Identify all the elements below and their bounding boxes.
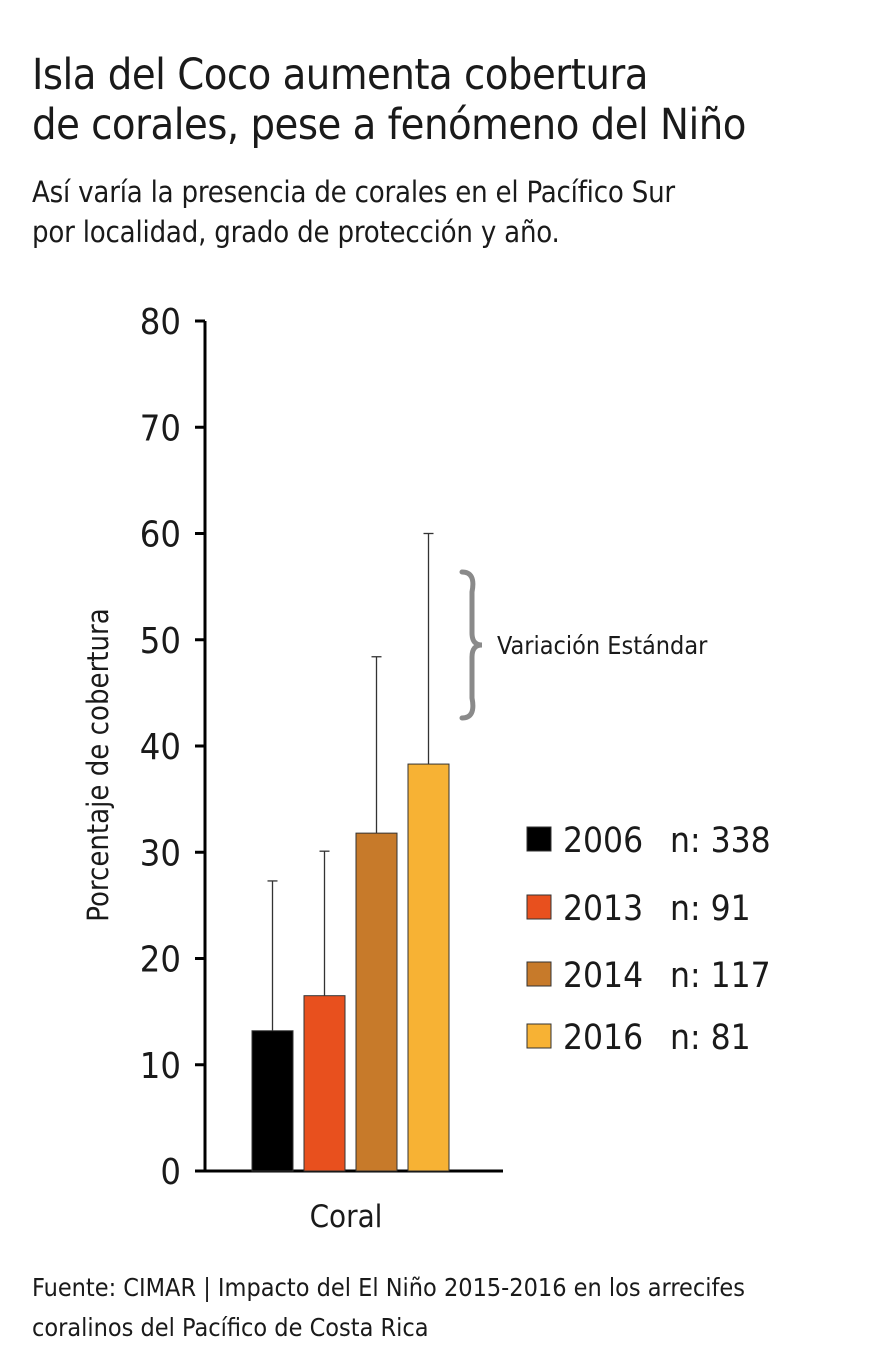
legend: 2006 n: 338 2013 n: 91 2014 n: 117 2016 n: 81 — [526, 821, 771, 1058]
legend-n-2014: n: 117 — [670, 956, 771, 996]
y-axis-label: Porcentaje de cobertura — [81, 608, 115, 922]
y-tick-label: 80 — [140, 302, 181, 343]
subtitle-line-1: Así varía la presencia de corales en el … — [32, 175, 675, 209]
legend-year-2016: 2016 — [563, 1018, 643, 1058]
bar-chart: 0 10 20 30 40 50 60 70 80 2006 n: 338 2013 n: 91 201… — [81, 302, 771, 1235]
title-line-2: de corales, pese a fenómeno del Niño — [32, 100, 746, 150]
std-annotation: Variación Estándar — [459, 569, 708, 721]
category-label: Coral — [310, 1199, 383, 1235]
y-tick-label: 50 — [140, 621, 181, 662]
bar-2016 — [407, 763, 450, 1172]
chart-title: Isla del Coco aumenta cobertura de coral… — [32, 50, 872, 150]
annotation-label: Variación Estándar — [497, 631, 708, 660]
source-line-1: Fuente: CIMAR | Impacto del El Niño 2015… — [32, 1273, 745, 1302]
y-tick-label: 60 — [140, 515, 181, 556]
legend-swatch-2014 — [526, 961, 552, 987]
bar-2013 — [303, 995, 346, 1172]
bar-2006 — [251, 1030, 294, 1172]
y-tick-label: 0 — [160, 1152, 181, 1193]
bar-2014 — [355, 832, 398, 1172]
title-line-1: Isla del Coco aumenta cobertura — [32, 50, 648, 100]
legend-swatch-2013 — [526, 894, 552, 920]
bars — [251, 763, 450, 1172]
legend-year-2014: 2014 — [563, 956, 643, 996]
y-tick-label: 30 — [140, 833, 181, 874]
subtitle-line-2: por localidad, grado de protección y año… — [32, 215, 560, 249]
y-tick-label: 10 — [140, 1046, 181, 1087]
legend-swatch-2006 — [526, 826, 552, 852]
y-tick-label: 20 — [140, 940, 181, 981]
y-ticks: 0 10 20 30 40 50 60 70 80 — [140, 302, 205, 1193]
legend-n-2016: n: 81 — [670, 1018, 751, 1058]
legend-n-2013: n: 91 — [670, 889, 751, 929]
y-tick-label: 40 — [140, 727, 181, 768]
source-note: Fuente: CIMAR | Impacto del El Niño 2015… — [32, 1268, 872, 1348]
source-line-2: coralinos del Pacífico de Costa Rica — [32, 1313, 429, 1342]
legend-n-2006: n: 338 — [670, 821, 771, 861]
axes — [203, 321, 503, 1173]
chart-subtitle: Así varía la presencia de corales en el … — [32, 172, 872, 252]
brace-icon — [459, 569, 483, 721]
y-tick-label: 70 — [140, 408, 181, 449]
error-bars — [267, 532, 434, 1031]
legend-swatch-2016 — [526, 1023, 552, 1049]
legend-year-2013: 2013 — [563, 889, 643, 929]
legend-year-2006: 2006 — [563, 821, 643, 861]
